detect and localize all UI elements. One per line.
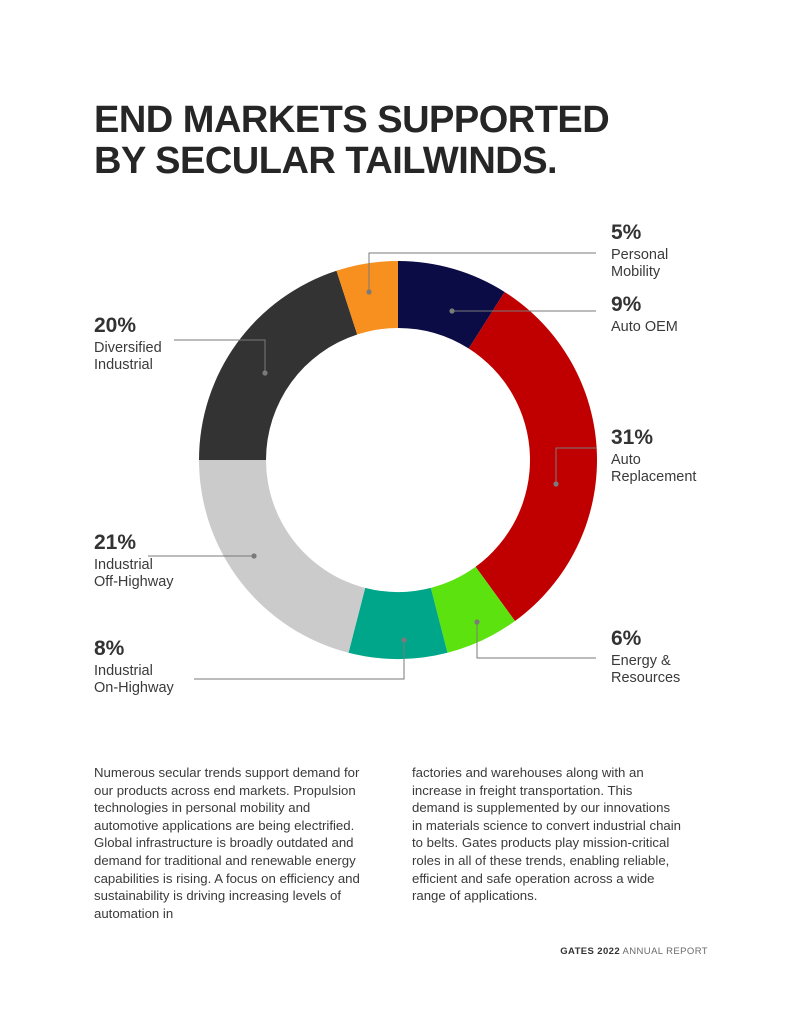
leader-dot-personal-mobility — [366, 289, 372, 295]
leader-dot-energy-and-resources — [474, 619, 480, 625]
page-title-line-1: END MARKETS SUPPORTED — [94, 99, 610, 141]
leader-line-auto-replacement — [555, 447, 596, 484]
category-label-energy-and-resources-line-1: Energy & — [611, 653, 671, 669]
data-label-industrial-off-highway: 21% — [94, 531, 136, 554]
donut-slice-diversified-industrial — [199, 270, 358, 460]
donut-slice-auto-replacement — [468, 291, 597, 621]
leader-dot-industrial-on-highway — [401, 637, 407, 643]
data-label-auto-oem: 9% — [611, 293, 642, 316]
donut-slice-industrial-off-highway — [199, 460, 366, 653]
donut-slice-energy-and-resources — [430, 566, 515, 653]
category-label-industrial-on-highway-line-1: Industrial — [94, 663, 153, 679]
footer-brand: GATES 2022 — [560, 946, 621, 957]
page-title-line-2: BY SECULAR TAILWINDS. — [94, 140, 558, 182]
data-label-auto-replacement: 31% — [611, 426, 653, 449]
category-label-energy-and-resources-line-2: Resources — [611, 670, 680, 686]
category-label-personal-mobility-line-2: Mobility — [611, 264, 661, 280]
page-footer: GATES 2022 ANNUAL REPORT — [560, 946, 708, 957]
leader-dot-diversified-industrial — [262, 370, 268, 376]
data-label-personal-mobility: 5% — [611, 221, 642, 244]
donut-slice-auto-oem — [398, 261, 505, 349]
data-label-industrial-on-highway: 8% — [94, 637, 125, 660]
data-label-diversified-industrial: 20% — [94, 314, 136, 337]
body-text-column-1: Numerous secular trends support demand f… — [94, 765, 360, 921]
category-label-auto-replacement-line-2: Replacement — [611, 469, 696, 485]
category-label-industrial-on-highway-line-2: On-Highway — [94, 680, 175, 696]
donut-slice-personal-mobility — [336, 261, 398, 335]
body-text-column-2: factories and warehouses along with an i… — [412, 765, 682, 904]
leader-dot-industrial-off-highway — [251, 553, 257, 559]
footer-report: ANNUAL REPORT — [622, 946, 708, 957]
category-label-diversified-industrial-line-2: Industrial — [94, 357, 153, 373]
leader-line-industrial-on-highway — [194, 640, 405, 680]
leader-dot-auto-oem — [449, 308, 455, 314]
leader-dot-auto-replacement — [553, 481, 559, 487]
page-title: END MARKETS SUPPORTED BY SECULAR TAILWIN… — [94, 99, 610, 182]
category-label-personal-mobility-line-1: Personal — [611, 247, 668, 263]
leader-line-personal-mobility — [368, 252, 596, 292]
donut-slice-industrial-on-highway — [348, 587, 448, 659]
leader-line-diversified-industrial — [174, 339, 266, 373]
category-label-auto-oem-line-1: Auto OEM — [611, 319, 678, 335]
leader-line-energy-and-resources — [476, 622, 596, 659]
category-label-auto-replacement-line-1: Auto — [611, 452, 641, 468]
category-label-industrial-off-highway-line-1: Industrial — [94, 557, 153, 573]
category-label-industrial-off-highway-line-2: Off-Highway — [94, 574, 174, 590]
category-label-diversified-industrial-line-1: Diversified — [94, 340, 162, 356]
data-label-energy-and-resources: 6% — [611, 627, 642, 650]
